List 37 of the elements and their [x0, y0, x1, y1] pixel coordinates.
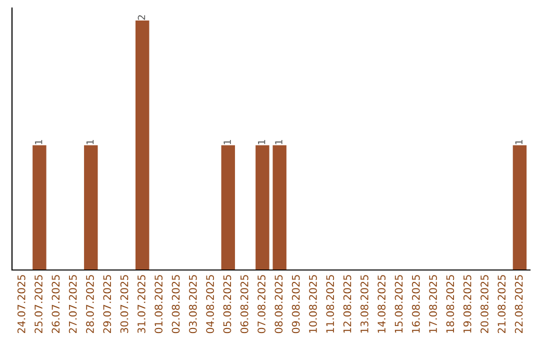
x-tick-label: 27.07.2025	[68, 275, 77, 334]
x-tick-label: 19.08.2025	[463, 275, 472, 333]
x-tick-label: 16.08.2025	[412, 275, 420, 333]
x-tick-label: 20.08.2025	[480, 275, 488, 334]
x-tick-label: 15.08.2025	[394, 275, 403, 333]
x-tick-label: 24.07.2025	[17, 275, 26, 334]
x-tick-label: 31.07.2025	[138, 275, 146, 334]
x-tick-label: 22.08.2025	[514, 275, 523, 334]
x-tick-label: 28.07.2025	[86, 275, 94, 334]
x-tick-label: 25.07.2025	[34, 275, 42, 334]
x-tick-label: 03.08.2025	[188, 275, 197, 334]
data-label: 1	[515, 140, 522, 144]
x-tick-label: 04.08.2025	[206, 275, 214, 334]
data-label: 1	[224, 140, 231, 144]
x-tick-label: 29.07.2025	[103, 275, 112, 334]
x-tick-label: 06.08.2025	[240, 275, 248, 334]
x-tick-label: 09.08.2025	[292, 275, 300, 334]
x-tick-label: 18.08.2025	[446, 275, 454, 333]
x-tick-label: 08.08.2025	[274, 275, 283, 334]
x-tick-label: 11.08.2025	[326, 275, 334, 333]
data-label: 1	[258, 140, 266, 144]
x-tick-label: 12.08.2025	[343, 275, 352, 333]
x-tick-label: 01.08.2025	[154, 275, 163, 334]
x-tick-label: 30.07.2025	[120, 275, 128, 334]
x-tick-label: 13.08.2025	[360, 275, 368, 333]
x-tick-label: 10.08.2025	[309, 275, 317, 333]
x-tick-label: 14.08.2025	[378, 275, 386, 333]
data-label: 1	[35, 140, 42, 144]
x-tick-label: 17.08.2025	[429, 275, 437, 333]
x-tick-label: 07.08.2025	[258, 275, 266, 334]
data-label: 1	[275, 140, 282, 144]
x-tick-label: 05.08.2025	[223, 275, 232, 334]
x-tick-label: 02.08.2025	[172, 275, 180, 334]
data-label: 2	[138, 15, 146, 20]
data-label: 1	[86, 140, 94, 144]
x-tick-label: 21.08.2025	[498, 275, 506, 334]
x-tick-label: 26.07.2025	[52, 275, 60, 334]
